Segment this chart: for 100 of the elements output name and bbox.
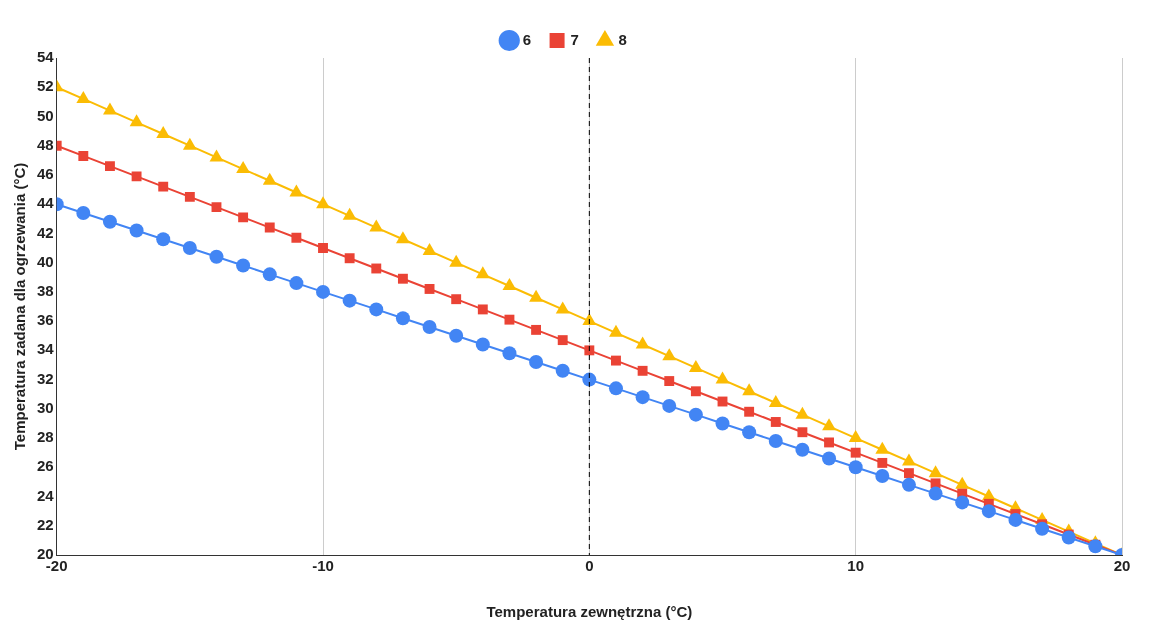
point xyxy=(422,242,437,255)
point xyxy=(531,324,542,335)
point xyxy=(875,469,890,484)
point xyxy=(397,273,408,284)
point xyxy=(690,386,701,397)
point xyxy=(289,184,304,197)
point xyxy=(848,430,863,443)
point xyxy=(131,171,142,182)
point xyxy=(262,267,277,282)
point xyxy=(475,266,490,279)
y-tick-label: 52 xyxy=(37,77,54,95)
point xyxy=(344,253,355,264)
point xyxy=(103,102,117,115)
x-tick-label: -10 xyxy=(312,557,334,575)
point xyxy=(182,137,197,150)
x-tick-label: 0 xyxy=(585,557,594,575)
point xyxy=(637,365,648,376)
y-tick-label: 46 xyxy=(37,165,54,183)
point xyxy=(664,376,675,386)
point xyxy=(291,232,302,243)
point xyxy=(76,205,91,220)
point xyxy=(955,476,970,489)
point xyxy=(768,433,783,448)
y-tick-label: 38 xyxy=(37,282,54,300)
point xyxy=(850,447,861,458)
point xyxy=(129,114,144,127)
point xyxy=(635,390,650,405)
y-tick-label: 28 xyxy=(37,428,54,446)
point xyxy=(582,313,597,326)
point xyxy=(582,372,597,387)
point xyxy=(342,293,357,308)
point xyxy=(981,504,996,519)
point xyxy=(156,126,171,139)
point xyxy=(901,477,916,492)
point xyxy=(529,289,544,302)
legend-label: 6 xyxy=(522,30,532,48)
point xyxy=(318,243,328,253)
y-tick-label: 40 xyxy=(37,252,54,270)
point xyxy=(424,284,435,294)
point xyxy=(502,278,517,291)
point xyxy=(1061,530,1076,545)
point xyxy=(875,441,890,454)
point xyxy=(316,196,330,209)
point xyxy=(502,346,517,361)
point xyxy=(236,258,251,273)
y-tick-label: 24 xyxy=(37,486,55,504)
y-axis-title: Temperatura zadana dla ogrzewania (°C) xyxy=(11,162,29,451)
point xyxy=(955,495,970,510)
point xyxy=(824,437,834,448)
y-tick-label: 32 xyxy=(37,369,54,387)
point xyxy=(395,231,410,244)
point xyxy=(555,301,570,314)
point xyxy=(557,335,568,346)
point xyxy=(105,161,115,172)
point xyxy=(316,284,331,299)
y-tick-label: 26 xyxy=(37,457,54,475)
x-tick-label: 20 xyxy=(1113,557,1131,575)
point xyxy=(795,406,810,419)
y-tick-label: 36 xyxy=(37,311,54,329)
point xyxy=(795,442,810,457)
point xyxy=(928,486,943,501)
y-tick-label: 54 xyxy=(37,48,55,66)
point xyxy=(822,418,836,431)
point xyxy=(451,294,462,305)
y-tick-label: 34 xyxy=(37,340,55,358)
point xyxy=(76,90,91,103)
point xyxy=(608,381,623,396)
point xyxy=(102,214,117,229)
point xyxy=(688,407,703,422)
point xyxy=(848,460,863,475)
y-tick-label: 44 xyxy=(37,194,55,212)
point xyxy=(475,337,490,352)
point xyxy=(688,359,703,372)
point xyxy=(184,191,195,202)
y-tick-label: 30 xyxy=(37,398,54,416)
point xyxy=(715,371,730,384)
point xyxy=(342,207,357,220)
y-tick-label: 50 xyxy=(37,106,54,124)
point xyxy=(742,425,757,440)
point xyxy=(182,241,197,256)
x-axis-title: Temperatura zewnętrzna (°C) xyxy=(486,603,693,621)
point xyxy=(715,416,730,431)
point xyxy=(768,394,783,407)
point xyxy=(744,406,755,417)
point xyxy=(449,254,464,267)
point xyxy=(209,149,224,162)
point xyxy=(662,398,677,413)
point xyxy=(1088,539,1103,554)
point xyxy=(555,363,570,378)
point xyxy=(635,336,650,349)
legend-label: 7 xyxy=(570,30,579,48)
point xyxy=(797,427,808,438)
point xyxy=(158,181,169,192)
point xyxy=(529,355,544,370)
point xyxy=(369,219,384,232)
point xyxy=(930,478,941,489)
point xyxy=(395,311,410,326)
point xyxy=(504,314,515,325)
point xyxy=(449,328,464,343)
point xyxy=(156,232,171,247)
